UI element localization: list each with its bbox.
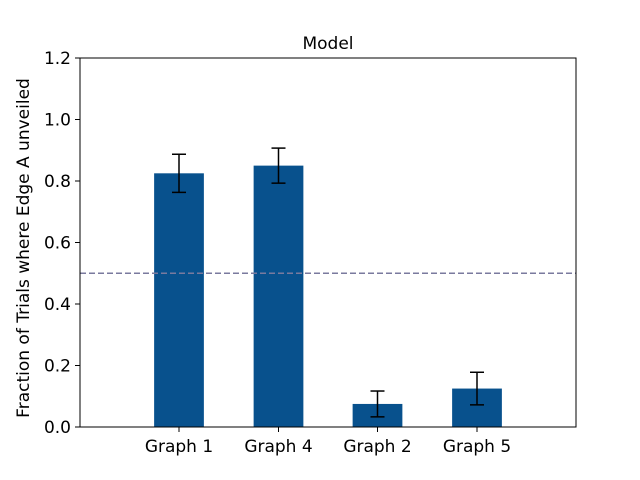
x-tick-label: Graph 1 <box>145 437 213 457</box>
y-tick-label: 0.4 <box>44 295 71 315</box>
y-tick-label: 0.6 <box>44 234 71 254</box>
x-tick-label: Graph 4 <box>244 437 312 457</box>
axes-frame <box>79 57 577 428</box>
y-tick-label: 0.0 <box>44 418 71 438</box>
y-axis-label: Fraction of Trials where Edge A unveiled <box>14 78 34 418</box>
chart-title: Model <box>302 34 353 54</box>
x-tick-label: Graph 5 <box>443 437 511 457</box>
bar <box>253 165 304 427</box>
y-tick-label: 0.2 <box>44 357 71 377</box>
y-tick-label: 1.0 <box>44 111 71 131</box>
x-tick-label: Graph 2 <box>343 437 411 457</box>
y-tick-label: 0.8 <box>44 172 71 192</box>
y-tick-label: 1.2 <box>44 49 71 69</box>
plot-area: 0.0 0.2 0.4 0.6 0.8 1.0 1.2 Graph 1 Graph 4 Graph… <box>44 49 576 457</box>
bar <box>154 173 204 427</box>
